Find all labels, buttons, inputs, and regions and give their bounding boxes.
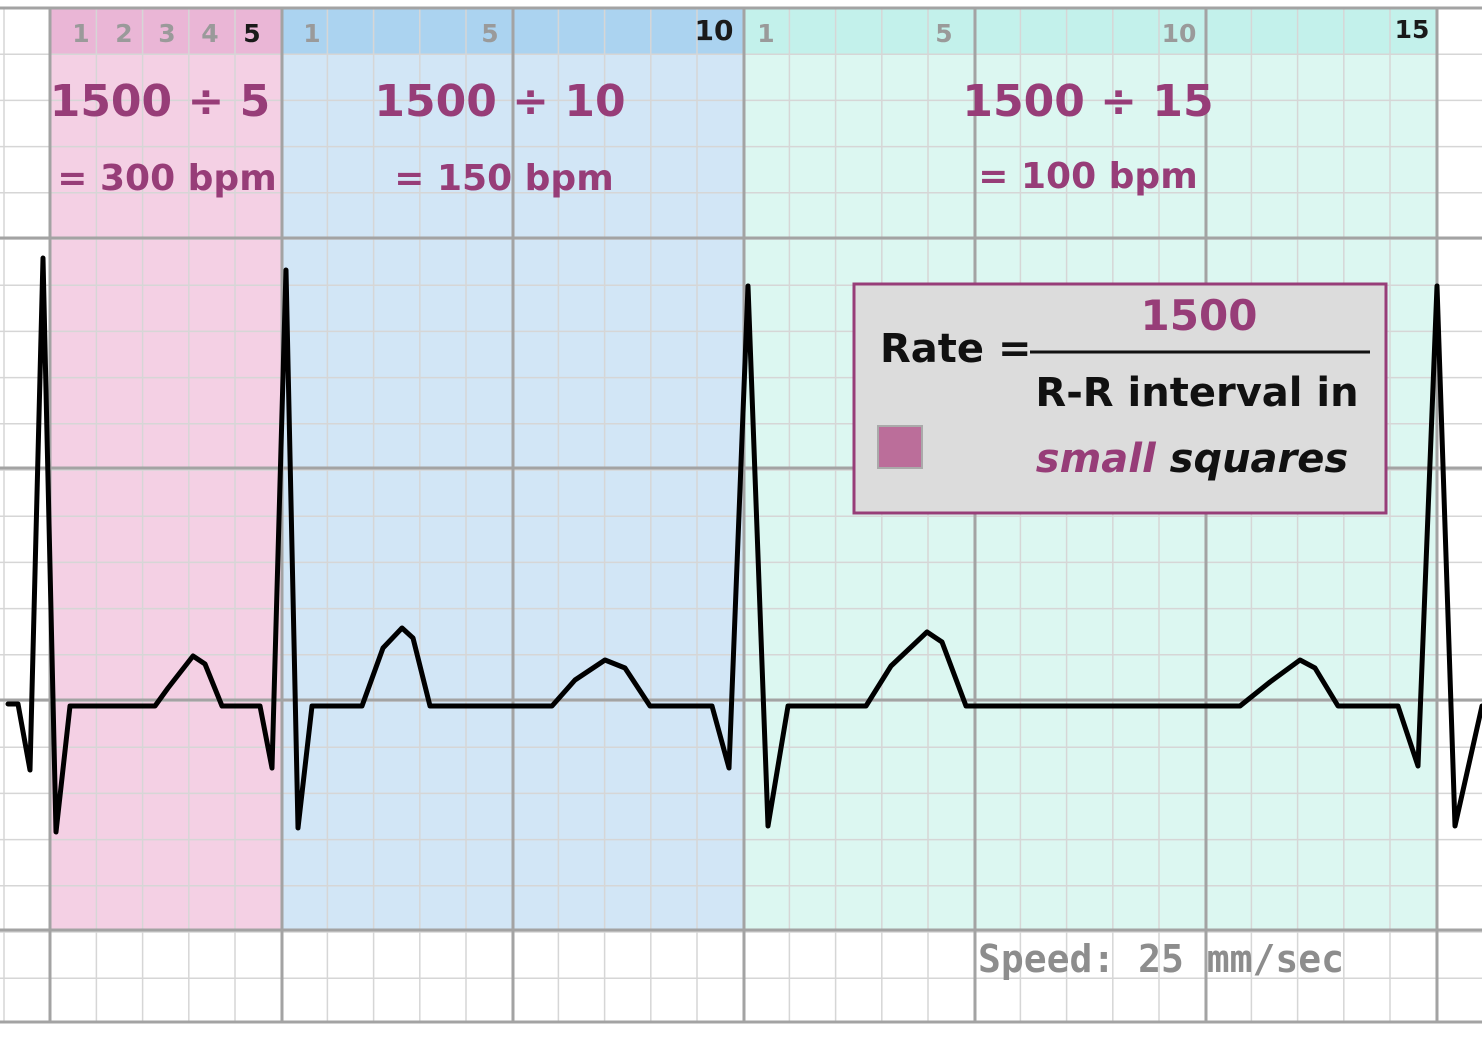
ecg-trace — [5, 255, 1482, 835]
teal-formula: 1500 ÷ 15 — [962, 76, 1213, 127]
small-square-icon — [877, 425, 923, 469]
blue-count-5: 5 — [481, 19, 498, 48]
rate-denominator-line1: R-R interval in — [1035, 370, 1358, 416]
blue-count-1: 1 — [303, 19, 320, 48]
rate-denominator-line2: small squares — [1036, 436, 1348, 482]
rate-box-background — [852, 282, 1388, 515]
teal-header-band — [744, 8, 1436, 54]
teal-count-10: 10 — [1162, 19, 1197, 48]
rate-label: Rate = — [880, 326, 1031, 372]
pink-result: = 300 bpm — [57, 158, 276, 199]
teal-count-15: 15 — [1395, 15, 1430, 44]
rate-formula-box: Rate = 1500 R-R interval in small square… — [852, 282, 1388, 515]
blue-result: = 150 bpm — [394, 158, 613, 199]
pink-count-5: 5 — [243, 19, 260, 48]
blue-count-10: 10 — [695, 14, 734, 47]
pink-header-numbers: 1 2 3 4 5 — [72, 19, 260, 48]
small-word: small — [1036, 436, 1157, 482]
pink-count-2: 2 — [115, 19, 132, 48]
blue-formula: 1500 ÷ 10 — [374, 76, 625, 127]
teal-count-5: 5 — [935, 19, 952, 48]
blue-header-numbers: 1 5 10 — [303, 14, 733, 48]
speed-label: Speed: 25 mm/sec — [978, 937, 1344, 981]
pink-count-1: 1 — [72, 19, 89, 48]
pink-count-3: 3 — [158, 19, 175, 48]
teal-result: = 100 bpm — [978, 156, 1197, 197]
squares-word: squares — [1156, 436, 1349, 482]
pink-header-band — [50, 8, 282, 54]
rate-numerator: 1500 — [1141, 291, 1258, 340]
pink-count-4: 4 — [201, 19, 218, 48]
pink-formula: 1500 ÷ 5 — [50, 76, 271, 127]
ecg-grid — [0, 6, 1482, 1024]
teal-header-numbers: 1 5 10 15 — [757, 15, 1429, 48]
teal-count-1: 1 — [757, 19, 774, 48]
